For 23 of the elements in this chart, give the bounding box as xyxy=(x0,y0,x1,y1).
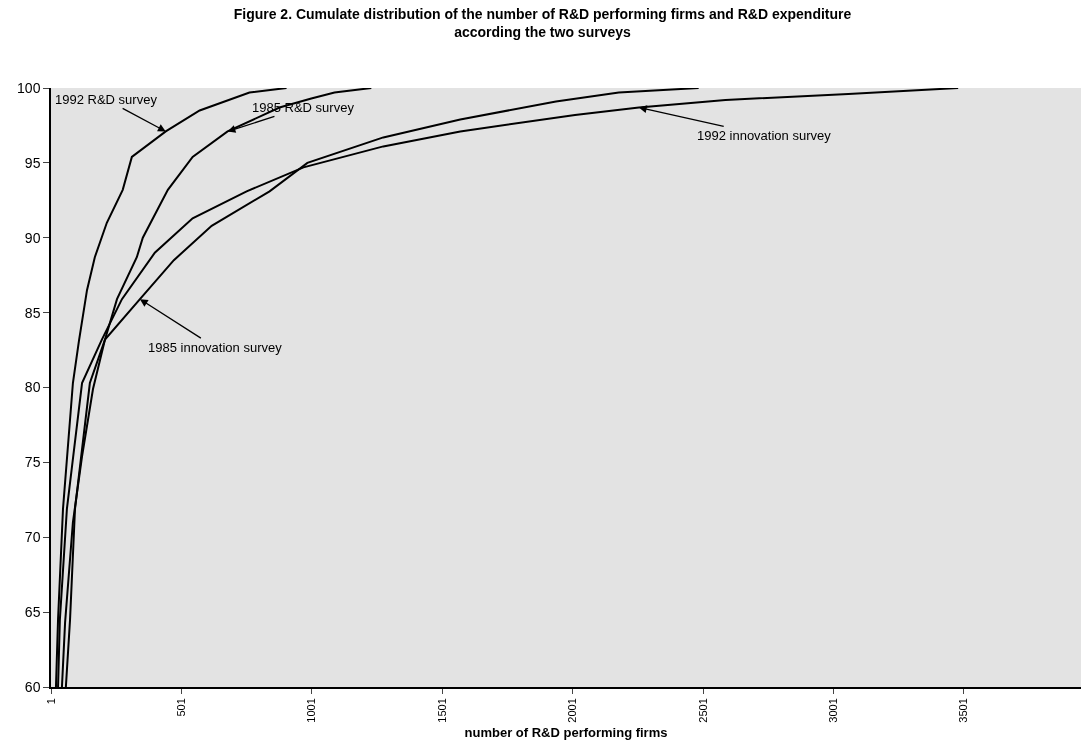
x-tick-label: 1 xyxy=(44,698,57,705)
x-tick-label: 2501 xyxy=(696,698,709,723)
x-tick-label: 1001 xyxy=(305,698,318,723)
y-tick-label: 90 xyxy=(24,229,41,246)
series-label: 1992 R&D survey xyxy=(55,92,158,107)
series-label: 1992 innovation survey xyxy=(697,128,832,143)
y-tick-label: 60 xyxy=(24,678,41,695)
y-tick-label: 85 xyxy=(24,304,41,321)
y-tick-label: 80 xyxy=(24,379,41,396)
x-tick-label: 1501 xyxy=(435,698,448,723)
x-axis-title: number of R&D performing firms xyxy=(464,724,668,740)
x-tick-label: 3001 xyxy=(827,698,840,723)
chart-title: Figure 2. Cumulate distribution of the number of R&D performing firms and R&D expenditure according the two surveys xyxy=(233,5,852,40)
y-tick-label: 95 xyxy=(24,154,41,171)
y-tick-label: 70 xyxy=(24,529,41,546)
y-tick-label: 65 xyxy=(24,604,41,621)
x-tick-label: 3501 xyxy=(957,698,970,723)
y-tick-label: 75 xyxy=(24,454,41,471)
text: 1985 innovation survey xyxy=(148,340,283,355)
x-tick-label: 2001 xyxy=(566,698,579,723)
series-label: 1985 R&D survey xyxy=(252,100,355,115)
y-tick-label: 100 xyxy=(17,79,41,96)
x-tick-label: 501 xyxy=(174,698,187,717)
